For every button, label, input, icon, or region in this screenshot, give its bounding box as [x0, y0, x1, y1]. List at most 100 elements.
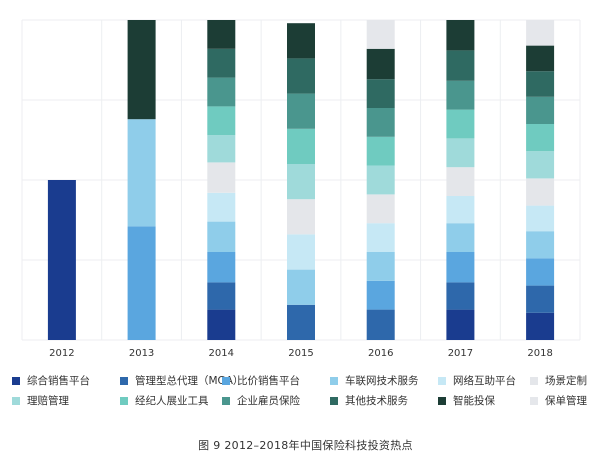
x-tick-label: 2013 — [129, 348, 154, 359]
x-tick-label: 2012 — [49, 348, 74, 359]
bar-segment — [287, 304, 315, 340]
bar-segment — [526, 231, 555, 259]
bar-segment — [207, 192, 236, 222]
bar-segment — [526, 45, 555, 72]
bar-segment — [446, 109, 475, 139]
bar-segment — [446, 167, 475, 196]
bar-segment — [366, 79, 395, 108]
legend-item: 管理型总代理（MGA） — [120, 373, 243, 388]
ticks-layer: 2012 2013 2014 2015 2016 2017 2018 — [49, 348, 553, 359]
legend-swatch — [120, 376, 128, 385]
legend-swatch — [330, 376, 338, 385]
x-tick-label: 2016 — [368, 348, 393, 359]
bar-segment — [446, 309, 475, 340]
bar-segment — [446, 196, 475, 224]
bar-segment — [446, 223, 475, 252]
bar-segment — [207, 106, 236, 136]
bar-segment — [446, 50, 475, 81]
figure-caption: 图 9 2012–2018年中国保险科技投资热点 — [198, 439, 413, 452]
bar-segment — [366, 20, 395, 49]
legend-item: 经纪人展业工具 — [120, 393, 222, 408]
bar-segment — [366, 280, 395, 310]
legend-swatch — [222, 396, 230, 405]
legend-swatch — [530, 396, 538, 405]
bar-segment — [207, 48, 236, 78]
legend-item: 理赔管理 — [12, 393, 120, 408]
bar-segment — [127, 226, 156, 340]
bar-segment — [287, 234, 315, 270]
bar-segment — [446, 20, 475, 51]
legend-item: 比价销售平台 — [222, 373, 330, 388]
legend-label: 企业雇员保险 — [237, 395, 300, 407]
legend-label: 管理型总代理（MGA） — [135, 375, 244, 387]
bar-segment — [47, 180, 76, 340]
bar-segment — [366, 136, 395, 166]
legend-swatch — [12, 396, 20, 405]
bar-segment — [526, 258, 555, 286]
legend-item: 场景定制 — [530, 373, 607, 388]
legend-label: 综合销售平台 — [27, 375, 90, 387]
bar-segment — [446, 80, 475, 110]
bar-segment — [127, 20, 156, 120]
legend-item: 网络互助平台 — [438, 373, 530, 388]
legend-label: 其他技术服务 — [345, 395, 408, 407]
bar-segment — [287, 128, 315, 164]
bar-segment — [127, 119, 156, 227]
legend-item: 企业雇员保险 — [222, 393, 330, 408]
bar-segment — [526, 312, 555, 340]
legend-label: 经纪人展业工具 — [135, 395, 209, 407]
bar-segment — [287, 164, 315, 200]
legend-swatch — [120, 396, 128, 405]
bar-segment — [207, 135, 236, 163]
bar-segment — [207, 252, 236, 283]
legend-item: 保单管理 — [530, 393, 607, 408]
bar-segment — [287, 23, 315, 59]
bar-segment — [366, 252, 395, 281]
legend-swatch — [330, 396, 338, 405]
bar-segment — [446, 282, 475, 310]
bars-layer — [47, 20, 555, 340]
bar-segment — [446, 252, 475, 283]
bar-segment — [526, 96, 555, 124]
legend-label: 车联网技术服务 — [345, 375, 419, 387]
bar-segment — [207, 20, 236, 49]
bar-segment — [526, 205, 555, 232]
legend-label: 场景定制 — [545, 375, 587, 387]
legend-label: 理赔管理 — [27, 395, 69, 407]
bar-segment — [287, 269, 315, 305]
bar-segment — [207, 309, 236, 340]
bar-segment — [207, 221, 236, 252]
bar-segment — [526, 151, 555, 179]
legend-item: 智能投保 — [438, 393, 530, 408]
bar-segment — [366, 108, 395, 137]
bar-segment — [366, 48, 395, 80]
bar-segment — [366, 223, 395, 252]
bar-segment — [366, 194, 395, 224]
legend-swatch — [438, 396, 446, 405]
bar-segment — [366, 309, 395, 340]
legend-swatch — [530, 376, 538, 385]
legend-swatch — [12, 376, 20, 385]
legend-item: 综合销售平台 — [12, 373, 120, 388]
legend-item: 车联网技术服务 — [330, 373, 438, 388]
bar-segment — [287, 58, 315, 94]
stacked-bar-chart: 2012 2013 2014 2015 2016 2017 2018 — [21, 19, 581, 359]
legend-swatch — [222, 376, 230, 385]
x-tick-label: 2014 — [209, 348, 234, 359]
bar-segment — [366, 165, 395, 195]
bar-segment — [526, 71, 555, 97]
legend: 综合销售平台 管理型总代理（MGA） 比价销售平台 车联网技术服务 网络互助平台 场景定制… — [12, 373, 607, 408]
x-tick-label: 2017 — [448, 348, 473, 359]
bar-segment — [526, 178, 555, 206]
bar-segment — [526, 124, 555, 152]
legend-swatch — [438, 376, 446, 385]
bar-segment — [207, 282, 236, 310]
bar-segment — [526, 285, 555, 313]
bar-segment — [207, 162, 236, 193]
bar-segment — [287, 199, 315, 235]
legend-label: 保单管理 — [545, 395, 587, 407]
legend-label: 智能投保 — [453, 395, 495, 407]
legend-label: 比价销售平台 — [237, 375, 300, 387]
bar-segment — [446, 138, 475, 168]
bar-segment — [287, 93, 315, 129]
